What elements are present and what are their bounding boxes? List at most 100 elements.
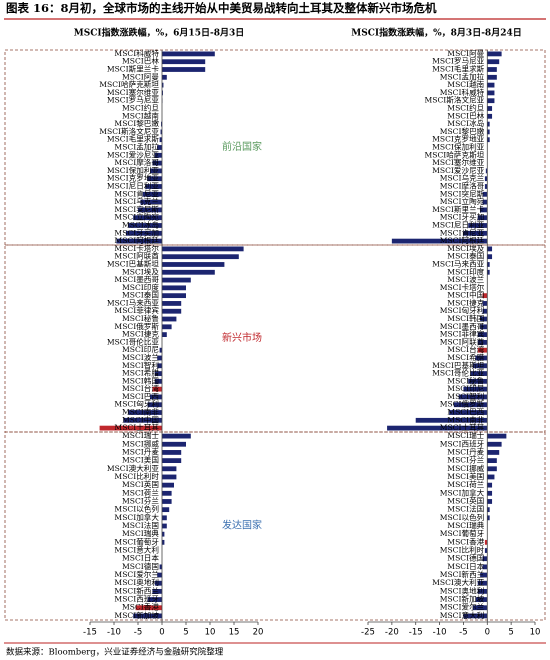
category-label: MSCI南非 <box>122 407 159 417</box>
category-label: MSCI越南 <box>122 110 159 120</box>
bar <box>162 450 182 455</box>
category-label: MSCI巴基斯坦 <box>107 258 160 268</box>
category-label: MSCI哥伦比亚 <box>432 368 485 378</box>
bar <box>133 613 162 619</box>
category-label: MSCI德国 <box>447 553 484 563</box>
bar <box>135 605 162 611</box>
bar <box>162 458 182 464</box>
category-label: MSCI摩洛哥 <box>114 157 159 167</box>
category-label: MSCI比利时 <box>114 471 159 481</box>
category-label: MSCI墨西哥 <box>114 275 159 284</box>
category-label: MSCI以色列 <box>440 512 485 522</box>
category-label: MSCI约旦 <box>122 103 159 113</box>
category-label: MSCI卡塔尔 <box>114 243 159 253</box>
title: 图表 16：8月初，全球市场的主线开始从中美贸易战转向土耳其及整体新兴市场危机 <box>6 1 437 15</box>
bar <box>162 531 165 537</box>
bar <box>477 580 488 586</box>
bar <box>157 572 162 578</box>
category-label: MSCI斯洛文尼亚 <box>99 126 159 136</box>
bar <box>116 238 162 244</box>
bar <box>487 67 497 72</box>
category-label: MSCI塞尔维亚 <box>107 87 160 97</box>
category-label: MSCI菲律宾 <box>440 329 485 339</box>
bar <box>470 371 488 376</box>
category-label: MSCI阿联酋 <box>440 336 485 346</box>
category-label: MSCI黎巴嫩 <box>440 126 485 136</box>
bar <box>152 386 162 392</box>
category-label: MSCI英国 <box>122 479 159 489</box>
category-label: MSCI斯里兰卡 <box>107 64 160 74</box>
bar <box>162 67 206 72</box>
category-label: MSCI巴林 <box>447 110 484 120</box>
category-label: MSCI比利时 <box>440 545 485 555</box>
bar <box>480 316 488 322</box>
category-label: MSCI阿联酋 <box>114 251 159 261</box>
bar <box>487 515 490 521</box>
bar <box>162 466 177 472</box>
bar <box>468 223 488 228</box>
bar <box>487 137 490 143</box>
bar <box>162 474 177 480</box>
category-label: MSCI牙买加 <box>440 212 485 222</box>
category-label: MSCI立陶宛 <box>114 212 159 222</box>
category-label: MSCI突尼斯 <box>114 204 159 214</box>
chart-subtitle: MSCI指数涨跌幅，%，6月15日-8月3日 <box>74 27 244 39</box>
category-label: MSCI马来西亚 <box>107 298 160 307</box>
bar <box>482 556 488 562</box>
category-label: MSCI荷兰 <box>447 479 484 489</box>
category-label: MSCI罗马尼亚 <box>107 96 160 105</box>
category-label: MSCI黎巴嫩 <box>114 118 159 128</box>
bar <box>162 254 239 260</box>
category-label: MSCI孟加拉 <box>440 71 485 81</box>
bar <box>480 572 488 578</box>
category-label: MSCI冰岛 <box>447 118 484 128</box>
x-tick-label: 5 <box>508 628 513 638</box>
bar <box>487 121 490 127</box>
category-label: MSCI阿根廷 <box>440 235 485 245</box>
bar <box>387 425 488 431</box>
bar <box>391 238 488 244</box>
category-label: MSCI巴林 <box>122 56 159 66</box>
category-label: MSCI墨西哥 <box>440 322 485 331</box>
category-label: MSCI尼日利亚 <box>432 220 485 230</box>
bar <box>162 285 186 291</box>
bar <box>162 51 215 57</box>
bar <box>482 199 488 205</box>
category-label: MSCI孟加拉 <box>114 142 159 152</box>
bar <box>150 168 162 174</box>
bar <box>128 223 162 228</box>
bar <box>162 332 167 338</box>
bar <box>157 355 162 361</box>
bar <box>147 597 162 602</box>
category-label: MSCI菲律宾 <box>114 305 159 315</box>
bar <box>142 191 162 197</box>
category-label: MSCI乌克兰 <box>114 196 159 206</box>
bar <box>133 215 162 221</box>
category-label: MSCI法国 <box>122 520 159 530</box>
category-label: MSCI印尼 <box>447 384 484 393</box>
category-label: MSCI巴西 <box>122 392 159 401</box>
x-tick-label: 0 <box>485 628 490 638</box>
x-tick-label: -10 <box>107 628 121 638</box>
bar <box>482 293 488 299</box>
bar <box>162 277 191 283</box>
bar <box>482 191 488 197</box>
bar <box>484 539 488 545</box>
bar <box>162 499 172 504</box>
category-label: MSCI西班牙 <box>114 594 159 604</box>
bar <box>487 450 500 455</box>
category-label: MSCI奥地利 <box>440 585 485 595</box>
category-label: MSCI瑞典 <box>122 528 159 538</box>
bar <box>147 176 162 182</box>
bar <box>487 262 490 267</box>
category-label: MSCI科威特 <box>440 87 485 97</box>
category-label: MSCI捷克 <box>447 297 484 307</box>
category-label: MSCI俄罗斯 <box>114 321 159 331</box>
bar <box>472 605 488 611</box>
category-label: MSCI美国 <box>122 455 159 465</box>
bar <box>161 121 162 127</box>
bar <box>487 74 497 80</box>
category-label: MSCI瑞士 <box>122 430 159 440</box>
bar <box>128 410 162 415</box>
bar <box>123 417 162 423</box>
